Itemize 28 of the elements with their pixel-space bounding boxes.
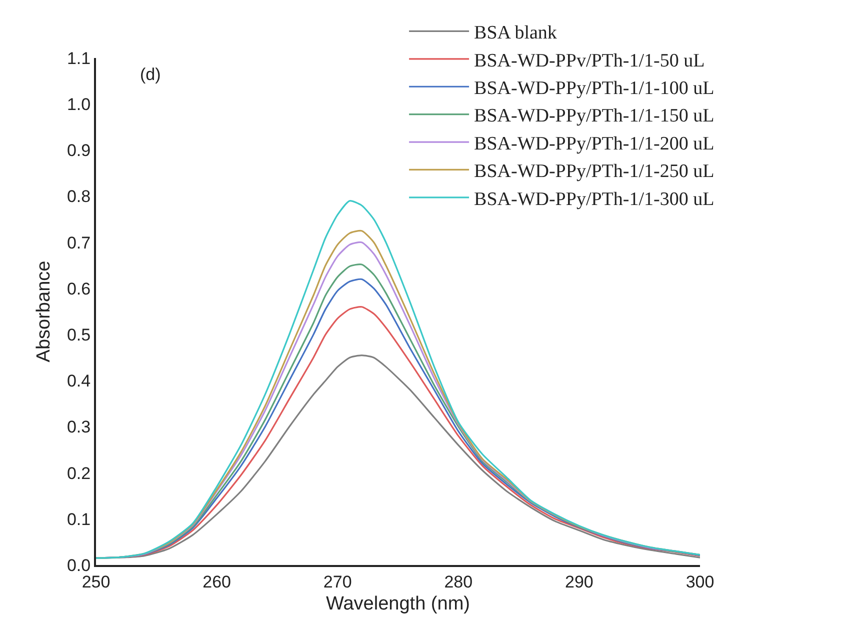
annotation: (d)	[140, 65, 161, 84]
y-tick-label: 0.5	[66, 326, 91, 344]
y-tick-label: 0.9	[66, 141, 91, 160]
legend-label: BSA-WD-PPy/PTh-1/1-100 uL	[474, 78, 714, 100]
legend-label: BSA-WD-PPy/PTh-1/1-300 uL	[474, 188, 714, 210]
y-tick-label: 0.0	[66, 556, 91, 575]
y-tick-label: 0.2	[66, 464, 91, 483]
y-tick-label: 0.4	[66, 372, 91, 391]
y-tick-label: 0.1	[66, 510, 91, 529]
x-tick-label: 270	[323, 572, 352, 592]
y-tick-label: 0.8	[66, 187, 91, 206]
legend-label: BSA-WD-PPy/PTh-1/1-250 uL	[474, 161, 714, 182]
y-axis-title: Absorbance	[33, 260, 54, 362]
legend-label: BSA-WD-PPv/PTh-1/1-50 uL	[474, 50, 705, 72]
legend-label: BSA blank	[474, 22, 558, 44]
y-tick-label: 0.6	[66, 279, 91, 298]
x-tick-label: 290	[565, 572, 594, 592]
x-tick-label: 250	[82, 572, 110, 592]
x-tick-label: 300	[686, 572, 714, 592]
x-tick-label: 280	[444, 572, 473, 592]
y-tick-label: 0.7	[66, 233, 91, 252]
y-tick-label: 0.3	[66, 418, 91, 437]
legend-label: BSA-WD-PPy/PTh-1/1-150 uL	[474, 106, 714, 127]
x-axis-title: Wavelength (nm)	[326, 594, 470, 615]
x-tick-label: 260	[202, 572, 231, 592]
y-tick-label: 1.0	[66, 95, 91, 114]
legend-label: BSA-WD-PPy/PTh-1/1-200 uL	[474, 133, 714, 154]
y-tick-label: 1.1	[66, 48, 91, 68]
